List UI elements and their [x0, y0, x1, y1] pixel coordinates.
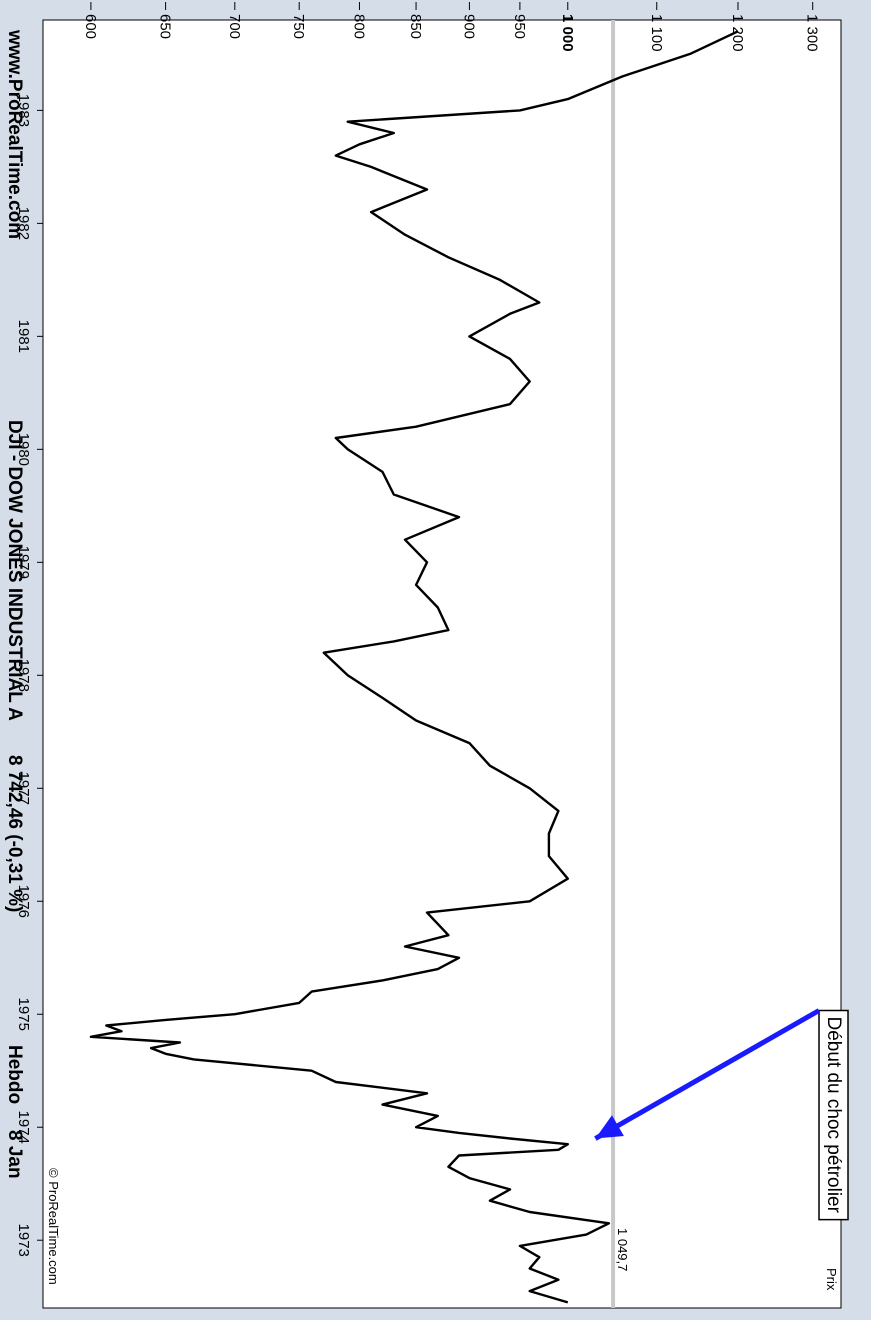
annotation-arrowhead [595, 1115, 624, 1139]
y-tick-label: 1 000 [559, 14, 576, 52]
annotation-box [818, 1009, 849, 1221]
y-tick-label: 1 100 [648, 14, 665, 52]
x-tick-label: 1983 [15, 94, 32, 127]
x-tick-label: 1975 [15, 998, 32, 1031]
header-site: www.ProRealTime.com [4, 29, 25, 239]
x-tick-label: 1980 [15, 433, 32, 466]
header-instrument: DJI - DOW JONES INDUSTRIAL A [4, 420, 25, 721]
y-tick-label: 650 [157, 14, 174, 39]
x-tick-label: 1979 [15, 546, 32, 579]
y-tick-label: 900 [460, 14, 477, 39]
annotation-text: Début du choc pétrolier [823, 1017, 844, 1214]
reference-label: 1 049,7 [615, 1228, 630, 1271]
annotation-arrow [594, 1008, 821, 1141]
x-tick-label: 1977 [15, 772, 32, 805]
plot-area [42, 19, 842, 1309]
y-tick-label: 950 [511, 14, 528, 39]
y-tick-label: 700 [226, 14, 243, 39]
x-tick-label: 1974 [15, 1111, 32, 1144]
header-date: 8 Jan [4, 1130, 25, 1179]
y-tick-label: 800 [350, 14, 367, 39]
header-quote: 8 742,46 (-0,31 %) [4, 755, 25, 912]
chart-header: www.ProRealTime.com DJI - DOW JONES INDU… [4, 29, 25, 1179]
x-tick-label: 1981 [15, 320, 32, 353]
annotation: Début du choc pétrolier [594, 1008, 849, 1221]
watermark: © ProRealTime.com [46, 1168, 61, 1285]
panel-label: Prix [824, 1268, 839, 1291]
x-tick-label: 1973 [15, 1224, 32, 1257]
x-tick-label: 1978 [15, 659, 32, 692]
y-tick-label: 750 [290, 14, 307, 39]
x-tick-label: 1982 [15, 207, 32, 240]
y-tick-label: 600 [82, 14, 99, 39]
x-tick-label: 1976 [15, 885, 32, 918]
header-period: Hebdo [4, 1045, 25, 1104]
series-line [89, 30, 739, 1304]
y-tick-label: 1 300 [804, 14, 821, 52]
x-axis: 1973 1974 1975 1976 1977 1978 1979 1980 1981 1982… [15, 94, 43, 1257]
y-tick-label: 850 [407, 14, 424, 39]
